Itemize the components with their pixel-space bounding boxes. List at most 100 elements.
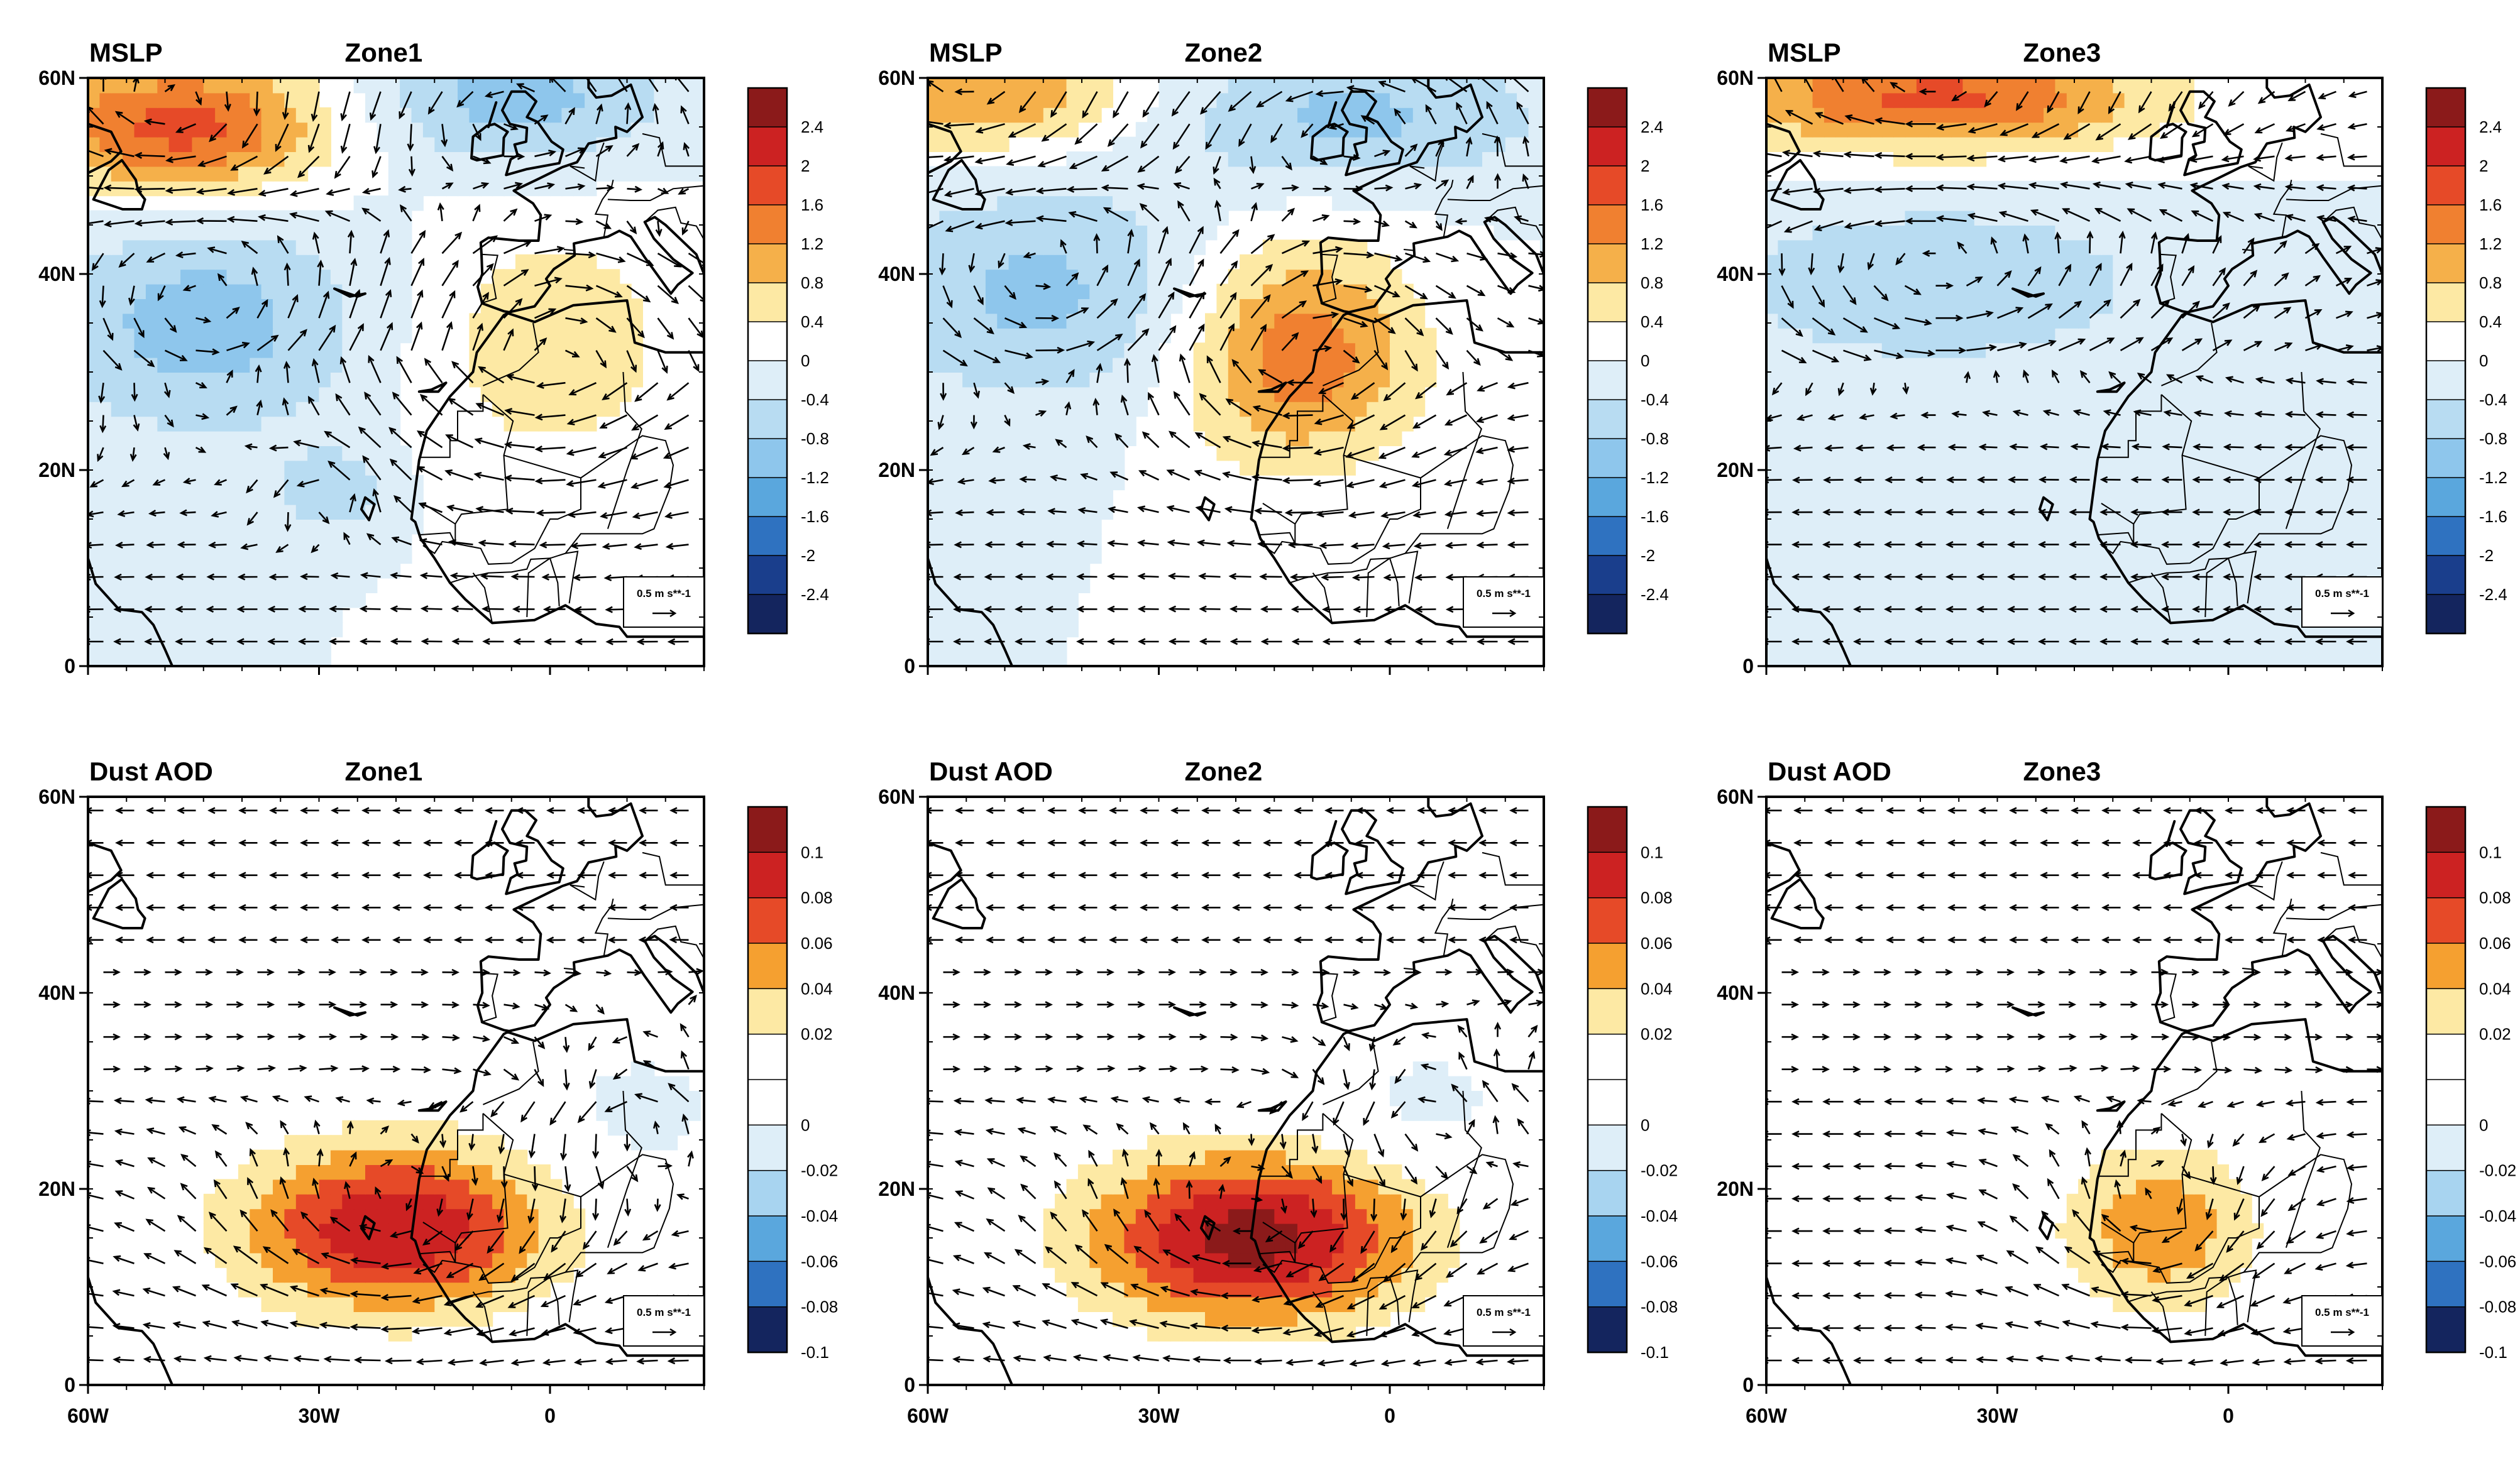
colorbar-label: -0.8	[801, 429, 829, 448]
colorbar-swatch	[2426, 988, 2466, 1035]
reference-arrow	[1492, 1328, 1517, 1337]
lat-tick-label: 40N	[38, 263, 75, 285]
panel-aod-zone3: 0.5 m s**-1 Dust AOD Zone3 0 20N 40N 60N 60W 30W…	[1717, 757, 2516, 1427]
colorbar-label: -1.6	[2479, 507, 2507, 526]
colorbar-swatch	[2426, 1124, 2466, 1171]
lon-tick-label: 30W	[1138, 1404, 1180, 1427]
lat-tick-label: 60N	[878, 67, 915, 89]
colorbar-swatch	[747, 594, 788, 635]
colorbar-swatch	[2426, 438, 2466, 479]
colorbar-label: 2	[801, 156, 810, 175]
shaded-field	[1766, 78, 2382, 666]
colorbar-swatch	[747, 126, 788, 167]
colorbar-label: -0.1	[2479, 1343, 2507, 1362]
colorbar-swatch	[747, 1079, 788, 1126]
colorbar-label: 0.04	[801, 979, 833, 998]
colorbar-swatch	[2426, 87, 2466, 128]
colorbar-label: 0.1	[1641, 843, 1663, 862]
colorbar-label: 2.4	[2479, 118, 2502, 136]
reference-arrow	[2331, 1328, 2355, 1337]
colorbar-swatch	[1587, 594, 1627, 635]
colorbar-swatch	[1587, 204, 1627, 245]
colorbar-swatch	[747, 165, 788, 206]
lat-tick-label: 40N	[38, 982, 75, 1004]
colorbar-label: 2.4	[801, 118, 823, 136]
reference-vector-label: 0.5 m s**-1	[1477, 588, 1531, 599]
colorbar-swatch	[1587, 1169, 1627, 1217]
colorbar-swatch	[2426, 897, 2466, 944]
colorbar-label: -0.4	[2479, 390, 2507, 409]
colorbar-swatch	[1587, 1306, 1627, 1354]
colorbar-swatch	[2426, 360, 2466, 401]
lon-tick-label: 0	[1384, 1404, 1395, 1427]
colorbar-swatch	[1587, 438, 1627, 479]
colorbar-label: -1.6	[801, 507, 829, 526]
colorbar-swatch	[1587, 806, 1627, 853]
lat-tick-label: 40N	[878, 982, 915, 1004]
shaded-field	[1043, 1061, 1483, 1342]
panel-mslp-zone1: 0.5 m s**-1 MSLP Zone1 0 20N 40N 60N 2.4 2 1.6 1.2…	[38, 38, 829, 677]
lat-tick-label: 20N	[38, 1178, 75, 1200]
colorbar-label: 0.8	[1641, 273, 1663, 292]
colorbar-label: 0.04	[2479, 979, 2511, 998]
colorbar-swatch	[747, 1124, 788, 1171]
colorbar-label: 0.06	[1641, 934, 1673, 953]
colorbar-swatch	[1587, 516, 1627, 557]
colorbar-label: -1.6	[1641, 507, 1669, 526]
colorbar-aod: 0.1 0.08 0.06 0.04 0.02 0 -0.02 -0.04 -0.06 -0.08…	[1587, 806, 1678, 1362]
lat-tick-label: 60N	[38, 67, 75, 89]
panel-variable-title: MSLP	[1768, 38, 1841, 67]
reference-vector-label: 0.5 m s**-1	[637, 1306, 691, 1318]
colorbar-label: -1.2	[801, 468, 829, 487]
colorbar-swatch	[1587, 851, 1627, 899]
colorbar-swatch	[747, 477, 788, 518]
colorbar-swatch	[2426, 1306, 2466, 1354]
reference-vector-box: 0.5 m s**-1	[623, 1295, 705, 1347]
colorbar-label: 2.4	[1641, 118, 1663, 136]
wind-vectors	[1766, 78, 2382, 645]
colorbar-swatch	[1587, 126, 1627, 167]
lon-tick-label: 30W	[299, 1404, 341, 1427]
colorbar-swatch	[2426, 594, 2466, 635]
colorbar-swatch	[2426, 165, 2466, 206]
colorbar-swatch	[747, 243, 788, 284]
colorbar-swatch	[1587, 1124, 1627, 1171]
colorbar-label: -0.06	[2479, 1252, 2516, 1271]
colorbar-label: -0.06	[1641, 1252, 1678, 1271]
lat-tick-label: 0	[1742, 655, 1754, 677]
colorbar-label: 0.4	[1641, 312, 1663, 331]
panel-zone-title: Zone2	[1185, 38, 1263, 67]
colorbar-mslp: 2.4 2 1.6 1.2 0.8 0.4 0 -0.4 -0.8 -1.2 -1.6 -2 -2.4	[747, 87, 829, 635]
panel-mslp-zone3: 0.5 m s**-1 MSLP Zone3 0 20N 40N 60N 2.4 2 1.6 1.2…	[1717, 38, 2507, 677]
lat-tick-label: 0	[64, 655, 75, 677]
lat-tick-label: 20N	[878, 459, 915, 481]
colorbar-label: -2	[1641, 546, 1655, 565]
colorbar-label: -0.8	[2479, 429, 2507, 448]
panel-zone-title: Zone2	[1185, 757, 1263, 786]
colorbar-label: -0.4	[1641, 390, 1669, 409]
colorbar-label: 0.08	[2479, 889, 2511, 907]
colorbar-swatch	[1587, 477, 1627, 518]
colorbar-swatch	[747, 555, 788, 596]
wind-vectors	[88, 807, 704, 1366]
colorbar-swatch	[1587, 897, 1627, 944]
colorbar-swatch	[747, 204, 788, 245]
coastlines	[1766, 797, 2382, 1385]
lat-tick-label: 40N	[878, 263, 915, 285]
colorbar-label: 0	[2479, 351, 2488, 370]
colorbar-swatch	[1587, 1079, 1627, 1126]
colorbar-swatch	[747, 438, 788, 479]
reference-vector-box: 0.5 m s**-1	[2301, 1295, 2383, 1347]
colorbar-label: 1.2	[801, 234, 823, 253]
panel-zone-title: Zone3	[2023, 38, 2101, 67]
panel-aod-zone2: 0.5 m s**-1 Dust AOD Zone2 0 20N 40N 60N 60W 30W…	[878, 757, 1678, 1427]
lat-tick-label: 60N	[1717, 67, 1754, 89]
colorbar-label: 1.2	[2479, 234, 2502, 253]
colorbar-label: -0.1	[801, 1343, 829, 1362]
colorbar-swatch	[747, 282, 788, 323]
lat-tick-label: 0	[64, 1374, 75, 1396]
colorbar-swatch	[1587, 988, 1627, 1035]
reference-vector-label: 0.5 m s**-1	[2315, 1306, 2369, 1318]
wind-vectors	[928, 78, 1544, 645]
colorbar-swatch	[747, 1033, 788, 1081]
